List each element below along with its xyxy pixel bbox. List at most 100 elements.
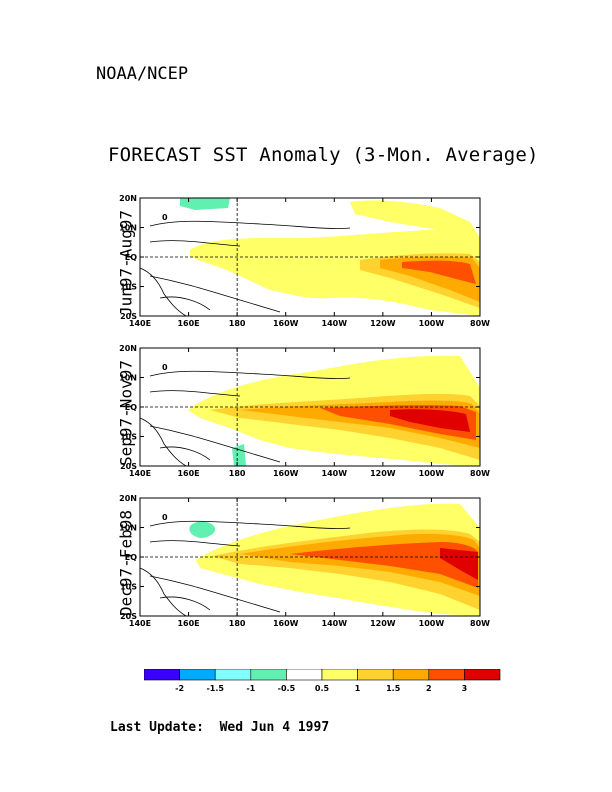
contour-line-1: [149, 220, 351, 229]
contour-label: 0: [162, 213, 168, 222]
y-tick-label: 20S: [120, 612, 137, 621]
x-tick-label: 80W: [470, 619, 490, 628]
y-tick-label: EQ: [125, 553, 137, 562]
y-tick-label: 20S: [120, 462, 137, 471]
anomaly-region-4: [290, 542, 478, 588]
contour-line-4: [159, 596, 211, 611]
legend-label-6: 1: [355, 684, 361, 693]
legend-label-5: 0.5: [315, 684, 330, 693]
x-tick-label: 140E: [129, 619, 151, 628]
page-title: FORECAST SST Anomaly (3-Mon. Average): [108, 144, 539, 166]
last-update-date: Wed Jun 4 1997: [219, 720, 330, 735]
x-tick-label: 160E: [177, 319, 199, 328]
legend-swatch-3: [214, 669, 252, 681]
legend-label-3: -1: [246, 684, 255, 693]
x-tick-label: 180: [229, 469, 246, 478]
legend-swatch-6: [321, 669, 358, 681]
panel-label-2: Sep97-Nov97: [116, 360, 136, 466]
org-header: NOAA/NCEP: [96, 64, 189, 84]
legend-swatch-4: [250, 669, 287, 681]
contour-label: 0: [162, 513, 168, 522]
map-panel-2: Sep97-Nov97 0 140E 160E 180 160W 140W 120W 100W…: [110, 344, 510, 488]
y-tick-label: 10S: [120, 433, 137, 442]
panel-label-3: Dec97-Feb98: [116, 510, 136, 616]
y-tick-label: 10N: [119, 374, 137, 383]
y-tick-label: 20N: [119, 494, 137, 503]
legend-swatch-5: [286, 669, 323, 681]
x-tick-label: 120W: [370, 319, 396, 328]
y-tick-label: 10N: [119, 524, 137, 533]
legend-label-4: -0.5: [278, 684, 296, 693]
x-tick-label: 180: [229, 619, 246, 628]
x-tick-label: 140W: [322, 319, 348, 328]
x-tick-label: 140W: [322, 469, 348, 478]
x-tick-label: 80W: [470, 469, 490, 478]
x-tick-label: 180: [229, 319, 246, 328]
anomaly-region-5: [440, 548, 478, 580]
coastline: [139, 567, 187, 617]
legend-swatch-7: [357, 669, 394, 681]
x-tick-label: 120W: [370, 469, 396, 478]
coastline: [139, 417, 187, 467]
contour-line-4: [159, 446, 211, 461]
y-tick-label: 10S: [120, 583, 137, 592]
legend-label-7: 1.5: [386, 684, 401, 693]
contour-line-2: [149, 240, 241, 247]
anomaly-region-5: [402, 260, 476, 284]
last-update: Last Update: Wed Jun 4 1997: [110, 720, 329, 735]
x-tick-label: 160W: [273, 469, 299, 478]
x-tick-label: 80W: [470, 319, 490, 328]
contour-line-1: [149, 370, 351, 379]
x-tick-label: 100W: [419, 619, 445, 628]
contour-line-3: [149, 275, 281, 313]
legend-label-9: 3: [462, 684, 468, 693]
sst-map-1: 0 140E 160E 180 160W 140W 120W 100W 80W 20N 10N EQ 1…: [119, 194, 490, 328]
contour-line-2: [149, 540, 241, 547]
y-tick-label: EQ: [125, 403, 137, 412]
contour-line-3: [149, 425, 281, 463]
panel-label-1: Jun97-Aug97: [116, 210, 136, 316]
map-panel-3: Dec97-Feb98 0 140E 160E 180 160W 140W 120W 100W…: [110, 494, 510, 638]
contour-line-1: [149, 520, 351, 529]
legend-swatch-1: [144, 669, 180, 681]
x-tick-label: 160W: [273, 319, 299, 328]
anomaly-region-1: [190, 228, 480, 316]
y-tick-label: EQ: [125, 253, 137, 262]
legend-swatch-2: [179, 669, 216, 681]
contour-line-4: [159, 296, 211, 311]
y-tick-label: 20N: [119, 344, 137, 353]
y-tick-label: 10S: [120, 283, 137, 292]
x-tick-label: 140E: [129, 319, 151, 328]
x-tick-label: 120W: [370, 619, 396, 628]
legend-label-2: -1.5: [206, 684, 224, 693]
x-tick-label: 160W: [273, 619, 299, 628]
x-tick-label: 140E: [129, 469, 151, 478]
coastline: [139, 267, 187, 317]
x-tick-label: 160E: [177, 469, 199, 478]
color-legend: -2 -1.5 -1 -0.5 0.5 1 1.5 2 3: [144, 669, 501, 693]
legend-swatch-10: [464, 669, 501, 681]
anomaly-region-2: [350, 200, 480, 238]
anomaly-region-6: [232, 444, 246, 466]
map-panel-1: Jun97-Aug97 0 140E 160E 180 160W 140W 120W 100W…: [110, 194, 510, 338]
x-tick-label: 140W: [322, 619, 348, 628]
anomaly-region-5: [390, 409, 470, 432]
legend-swatch-8: [392, 669, 430, 681]
last-update-label: Last Update:: [110, 720, 204, 735]
contour-line-3: [149, 575, 281, 613]
legend-label-1: -2: [175, 684, 184, 693]
y-tick-label: 20N: [119, 194, 137, 203]
contour-line-2: [149, 390, 241, 397]
contour-label: 0: [162, 363, 168, 372]
x-tick-label: 100W: [419, 319, 445, 328]
sst-map-2: 0 140E 160E 180 160W 140W 120W 100W 80W 20N 10N EQ 1…: [119, 344, 490, 478]
legend-swatch-9: [428, 669, 465, 681]
x-tick-label: 160E: [177, 619, 199, 628]
sst-map-3: 0 140E 160E 180 160W 140W 120W 100W 80W 20N 10N EQ 1…: [119, 494, 490, 628]
y-tick-label: 20S: [120, 312, 137, 321]
anomaly-region-6: [180, 198, 230, 210]
anomaly-region-6: [189, 521, 216, 538]
y-tick-label: 10N: [119, 224, 137, 233]
x-tick-label: 100W: [419, 469, 445, 478]
legend-label-8: 2: [426, 684, 432, 693]
